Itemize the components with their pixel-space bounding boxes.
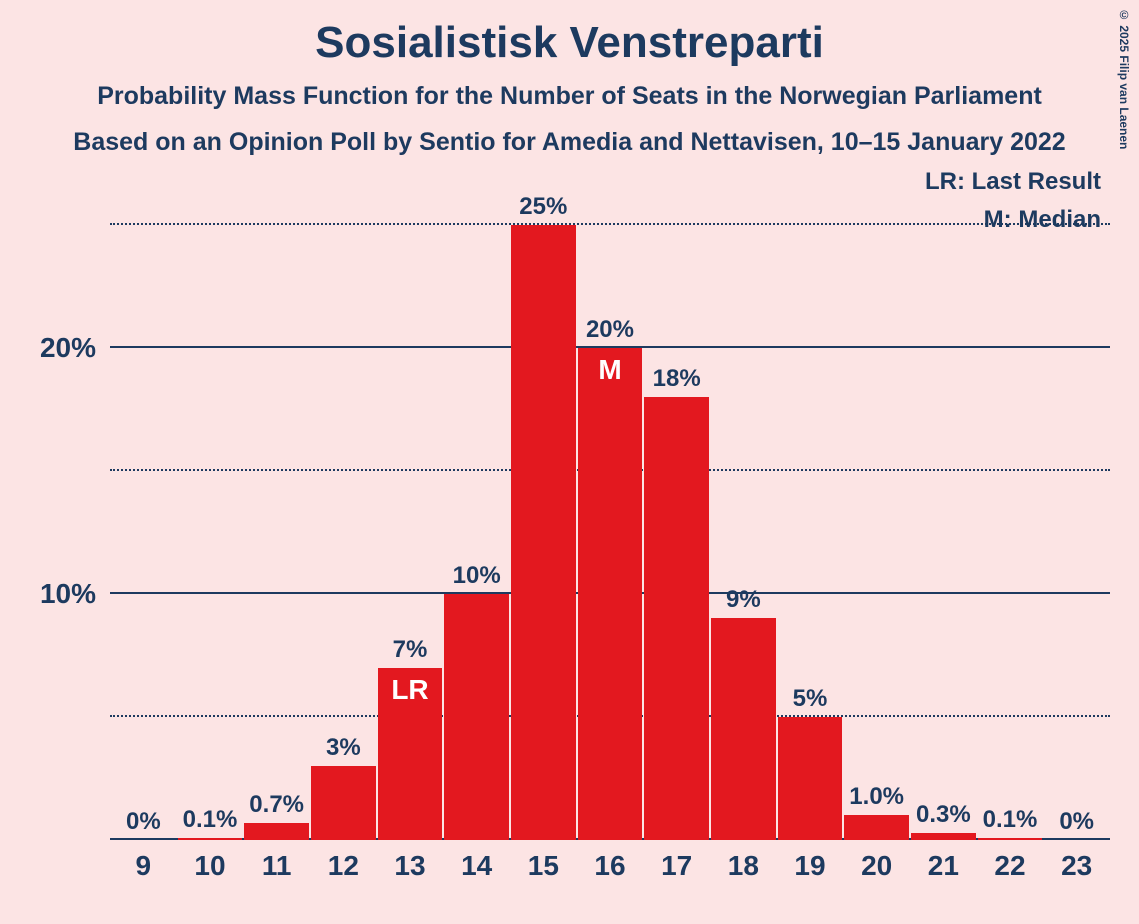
bar-value-label: 25% [511,193,576,221]
bar-value-label: 0.1% [178,806,243,834]
bar-value-label: 9% [711,586,776,614]
x-tick-label: 12 [328,840,359,882]
bar [444,594,509,840]
bar-marker-lr: LR [378,674,443,706]
x-tick-label: 14 [461,840,492,882]
chart-subtitle-2: Based on an Opinion Poll by Sentio for A… [0,128,1139,157]
x-tick-label: 19 [794,840,825,882]
bar-value-label: 0% [111,808,176,836]
bar-value-label: 0.1% [978,806,1043,834]
chart-title: Sosialistisk Venstreparti [0,18,1139,68]
bar [911,833,976,840]
chart-background: Sosialistisk Venstreparti Probability Ma… [0,0,1139,924]
bar [644,397,709,840]
bar [244,823,309,840]
x-tick-label: 9 [136,840,152,882]
bar [711,618,776,840]
legend-lr: LR: Last Result [925,168,1101,196]
bar [511,225,576,840]
x-tick-label: 20 [861,840,892,882]
x-tick-label: 23 [1061,840,1092,882]
y-tick-label: 20% [40,332,110,364]
x-tick-label: 16 [594,840,625,882]
x-tick-label: 22 [994,840,1025,882]
x-tick-label: 17 [661,840,692,882]
bar [844,815,909,840]
y-tick-label: 10% [40,578,110,610]
bar-value-label: 0.7% [244,791,309,819]
x-tick-label: 11 [262,840,292,882]
bar-value-label: 18% [644,365,709,393]
chart-subtitle-1: Probability Mass Function for the Number… [0,82,1139,111]
bar-value-label: 1.0% [844,783,909,811]
copyright-text: © 2025 Filip van Laenen [1117,8,1131,149]
bar-value-label: 0.3% [911,801,976,829]
bar-value-label: 0% [1044,808,1109,836]
bar-value-label: 20% [578,316,643,344]
x-tick-label: 15 [528,840,559,882]
x-tick-label: 21 [928,840,959,882]
gridline-minor [110,223,1110,225]
plot-area: 10%20%0%90.1%100.7%113%12LR7%1310%1425%1… [110,200,1110,840]
bar [311,766,376,840]
bar [778,717,843,840]
bar: M [578,348,643,840]
bar-marker-median: M [578,354,643,386]
x-tick-label: 10 [194,840,225,882]
bar-value-label: 10% [444,562,509,590]
x-tick-label: 18 [728,840,759,882]
bar-value-label: 3% [311,734,376,762]
x-tick-label: 13 [394,840,425,882]
bar: LR [378,668,443,840]
bar-value-label: 5% [778,685,843,713]
bar-value-label: 7% [378,636,443,664]
